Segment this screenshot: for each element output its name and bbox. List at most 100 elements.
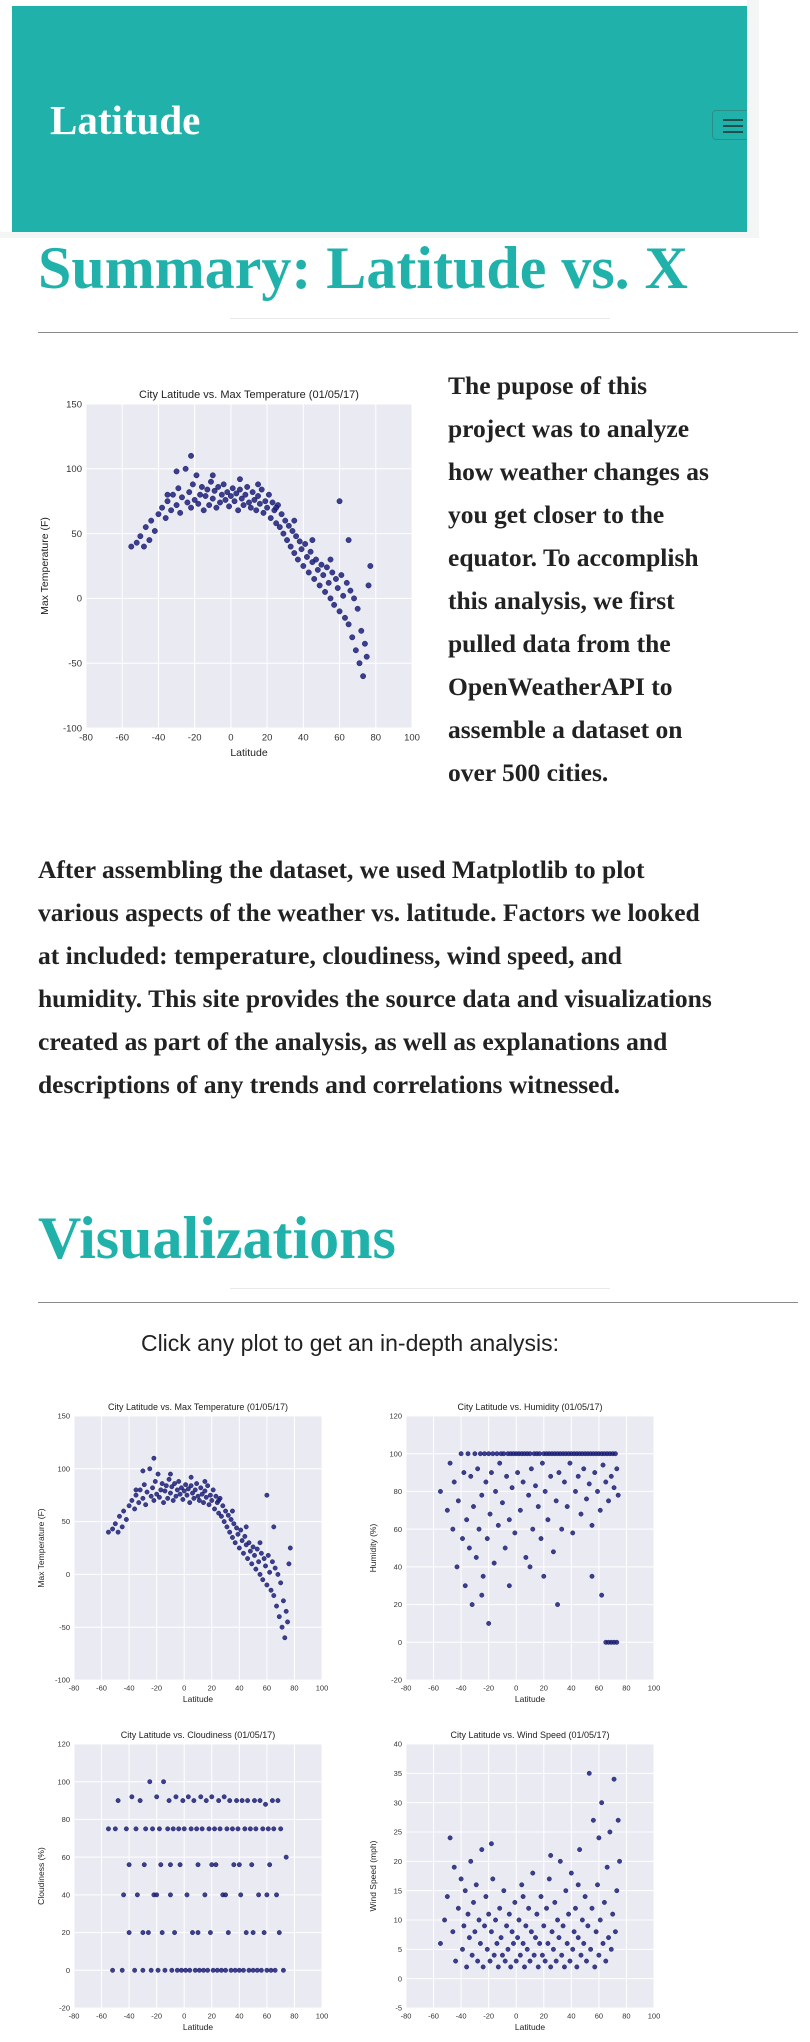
- data-point: [508, 1964, 514, 1970]
- data-point: [487, 1958, 493, 1964]
- y-tick-label: 120: [57, 1740, 70, 1749]
- data-point: [283, 1854, 289, 1860]
- data-point: [195, 500, 202, 507]
- data-point: [158, 1487, 164, 1493]
- data-point: [575, 1935, 581, 1941]
- data-point: [570, 1530, 576, 1536]
- wind-speed-plot[interactable]: -80 -60 -40 -20 0 20 40 60 80 100 -5 0 5 10 15 20 25 30 35…: [366, 1726, 666, 2036]
- data-point: [264, 1582, 270, 1588]
- data-point: [570, 1946, 576, 1952]
- data-point: [264, 1967, 270, 1973]
- data-point: [613, 1929, 618, 1935]
- data-point: [453, 1958, 459, 1964]
- data-point: [520, 1479, 526, 1485]
- data-point: [287, 543, 294, 550]
- data-point: [578, 1511, 584, 1517]
- data-point: [208, 478, 214, 485]
- data-point: [201, 1500, 206, 1505]
- data-point: [472, 1929, 478, 1935]
- data-point: [232, 1540, 238, 1546]
- temperature-plot[interactable]: -80 -60 -40 -20 0 20 40 60 80 100 -100 -50 0 50 100 150…: [34, 1398, 334, 1708]
- data-point: [274, 1603, 279, 1609]
- data-point: [140, 1967, 146, 1973]
- data-point: [106, 1529, 111, 1535]
- data-point: [465, 1451, 471, 1457]
- data-point: [273, 520, 280, 527]
- data-point: [206, 502, 213, 508]
- y-tick-label: 120: [389, 1412, 402, 1421]
- data-point: [464, 1964, 470, 1970]
- navbar-brand[interactable]: Latitude: [50, 97, 201, 143]
- data-point: [166, 1798, 172, 1803]
- data-point: [482, 1923, 487, 1929]
- data-point: [165, 1495, 171, 1501]
- data-point: [241, 1967, 246, 1973]
- data-point: [283, 1608, 289, 1614]
- data-point: [516, 1917, 522, 1923]
- data-point: [539, 1460, 545, 1466]
- data-point: [526, 1492, 532, 1498]
- data-point: [257, 1571, 263, 1577]
- data-point: [534, 1911, 540, 1917]
- data-point: [272, 1565, 278, 1571]
- data-point: [592, 1964, 598, 1970]
- data-point: [256, 1892, 262, 1898]
- data-point: [161, 1779, 166, 1785]
- humidity-plot[interactable]: -80 -60 -40 -20 0 20 40 60 80 100 -20 0 20 40 60 80 100 1…: [366, 1398, 666, 1708]
- data-point: [504, 1923, 509, 1929]
- x-tick-label: 0: [182, 1684, 186, 1693]
- x-tick-label: 80: [622, 2012, 630, 2021]
- data-point: [515, 1470, 521, 1475]
- data-point: [141, 1862, 147, 1868]
- featured-temperature-plot[interactable]: -80 -60 -40 -20 0 20 40 60 80 100 -100 -50 0 50 100 150…: [34, 382, 424, 762]
- data-point: [563, 1888, 569, 1894]
- data-point: [236, 1545, 242, 1551]
- data-point: [173, 468, 180, 475]
- data-point: [260, 1826, 266, 1832]
- navbar-shadow-bottom: [0, 232, 759, 238]
- chart-title: City Latitude vs. Wind Speed (01/05/17): [450, 1730, 609, 1740]
- data-point: [263, 1563, 268, 1569]
- data-point: [509, 1485, 515, 1491]
- x-tick-label: -60: [428, 2012, 439, 2021]
- hamburger-menu-icon[interactable]: [712, 110, 752, 140]
- data-point: [447, 1835, 453, 1841]
- data-point: [352, 647, 359, 654]
- data-point: [316, 582, 323, 589]
- data-point: [193, 472, 200, 479]
- data-point: [285, 522, 292, 529]
- data-point: [327, 556, 334, 563]
- data-point: [300, 563, 307, 569]
- data-point: [212, 1506, 217, 1512]
- data-point: [256, 500, 263, 507]
- data-point: [246, 1540, 252, 1546]
- data-point: [475, 1466, 481, 1472]
- y-tick-label: 35: [394, 1769, 402, 1778]
- data-point: [549, 1929, 555, 1935]
- data-point: [455, 1498, 461, 1504]
- data-point: [506, 1517, 512, 1523]
- y-tick-label: 100: [57, 1777, 70, 1786]
- data-point: [246, 499, 252, 506]
- data-point: [442, 1917, 447, 1923]
- data-point: [557, 1858, 563, 1864]
- data-point: [504, 1473, 509, 1479]
- data-point: [201, 1967, 206, 1973]
- data-point: [215, 484, 222, 490]
- data-point: [170, 1826, 176, 1832]
- x-tick-label: -20: [151, 1684, 162, 1693]
- data-point: [258, 1550, 264, 1556]
- data-point: [216, 1498, 222, 1503]
- data-point: [195, 1493, 201, 1499]
- data-point: [177, 1491, 183, 1497]
- data-point: [450, 1929, 456, 1935]
- data-point: [519, 1882, 525, 1888]
- data-point: [184, 1892, 190, 1898]
- cloudiness-plot[interactable]: -80 -60 -40 -20 0 20 40 60 80 100 -20 0 20 40 60 80 100 1…: [34, 1726, 334, 2036]
- x-tick-label: 100: [648, 2012, 661, 2021]
- data-point: [347, 587, 354, 594]
- data-point: [444, 1507, 450, 1513]
- data-point: [253, 1826, 259, 1832]
- data-point: [133, 539, 140, 546]
- y-tick-label: 50: [62, 1517, 70, 1526]
